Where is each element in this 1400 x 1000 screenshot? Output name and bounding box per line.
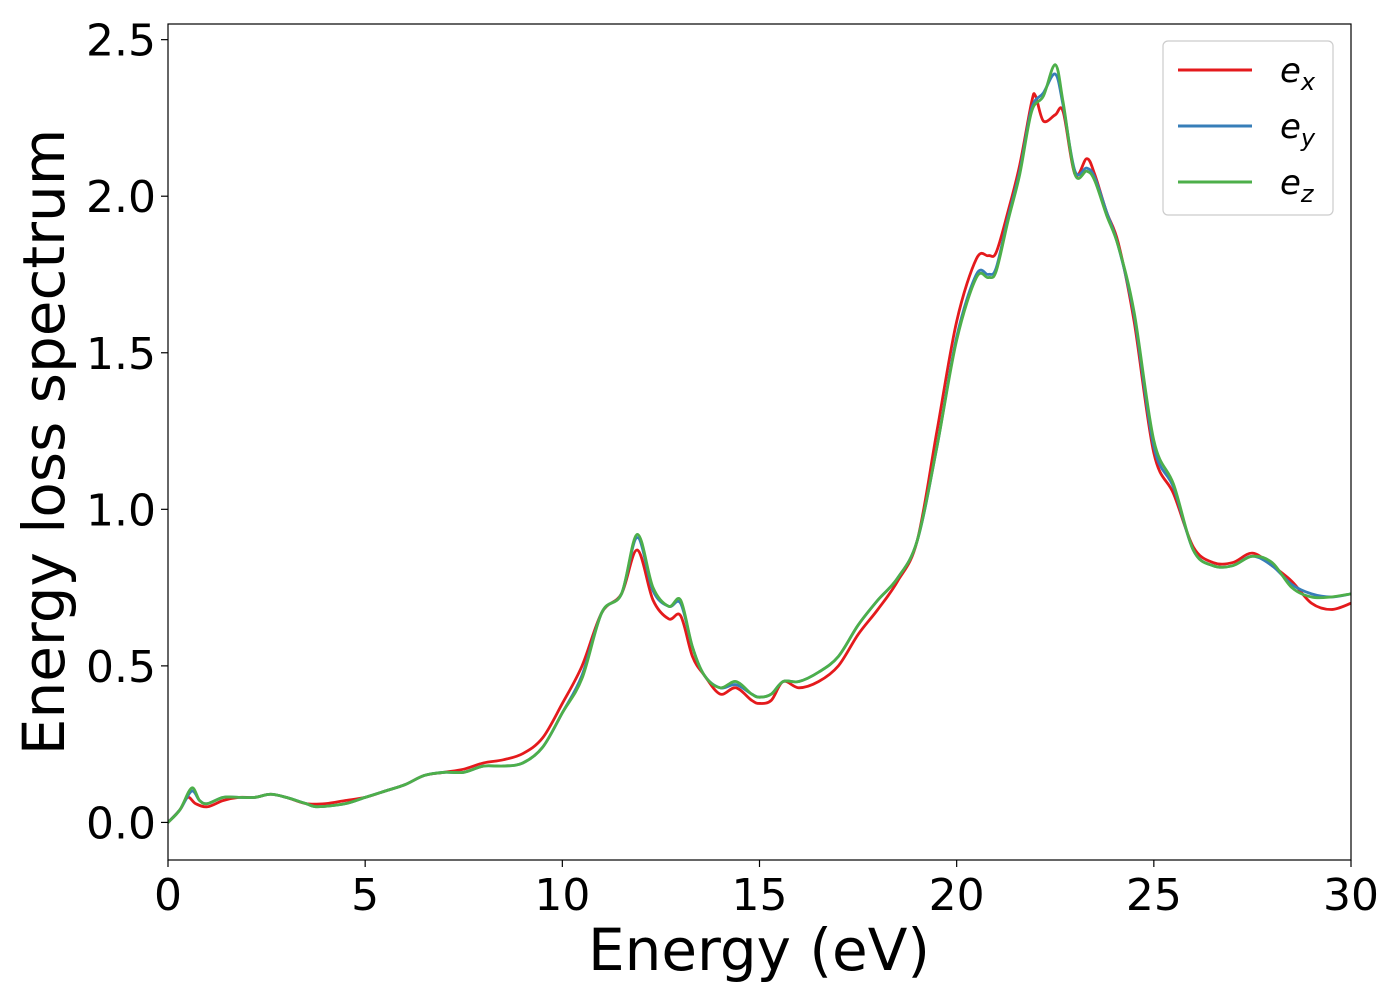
legend-label-z: ez (1280, 163, 1315, 208)
y-tick-label: 2.5 (86, 16, 156, 67)
x-tick-label: 0 (154, 870, 182, 921)
y-tick-label: 1.0 (86, 485, 156, 536)
x-tick-label: 20 (929, 870, 985, 921)
series-lines (168, 63, 1351, 824)
legend-box (1162, 40, 1334, 216)
x-tick-label: 25 (1126, 870, 1182, 921)
x-tick-label: 5 (351, 870, 379, 921)
x-tick-label: 30 (1323, 870, 1379, 921)
y-tick-label: 0.5 (86, 642, 156, 693)
y-tick-label: 1.5 (86, 329, 156, 380)
legend-label-y: ey (1280, 107, 1316, 152)
series-line-z (168, 63, 1351, 824)
x-tick-label: 15 (732, 870, 788, 921)
legend-label-x: ex (1280, 51, 1316, 96)
x-axis-label: Energy (eV) (588, 916, 930, 984)
y-axis-label: Energy loss spectrum (10, 129, 78, 755)
legend: ex ey ez (1162, 40, 1334, 216)
y-tick-label: 0.0 (86, 798, 156, 849)
y-tick-label: 2.0 (86, 172, 156, 223)
x-axis-ticks: 0 5 10 15 20 25 30 (154, 860, 1379, 921)
y-axis-ticks: 0.0 0.5 1.0 1.5 2.0 2.5 (86, 16, 168, 849)
x-tick-label: 10 (534, 870, 590, 921)
